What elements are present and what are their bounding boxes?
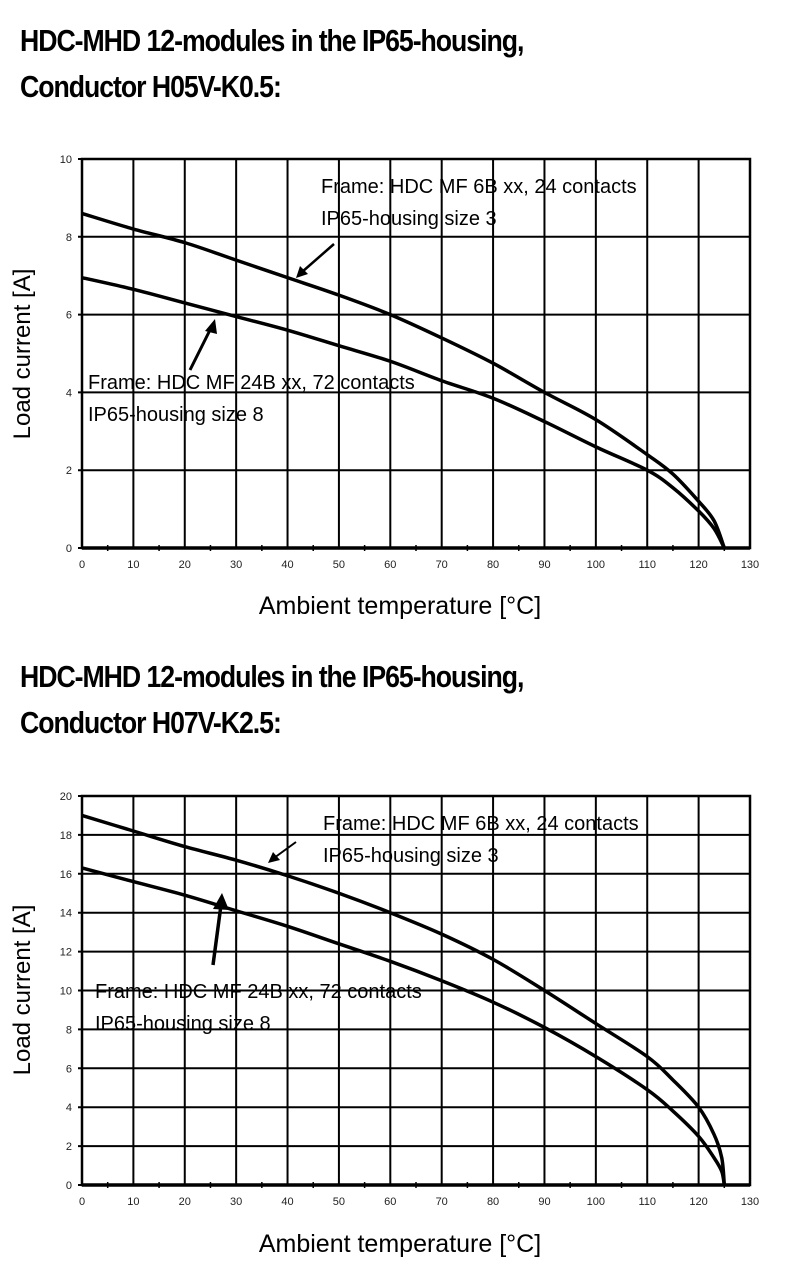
x-tick-label: 40: [281, 1196, 293, 1208]
chart-1-arrow-6b: [296, 243, 335, 278]
chart-2-y-axis-label: Load current [A]: [9, 905, 36, 1076]
chart-1-arrow-24b: [188, 319, 217, 371]
x-tick-label: 110: [638, 1196, 656, 1208]
x-tick-label: 50: [333, 559, 345, 571]
y-tick-label: 2: [66, 1141, 72, 1153]
x-tick-label: 80: [487, 559, 499, 571]
chart-2-arrow-24b: [211, 893, 229, 966]
y-tick-label: 0: [66, 1180, 72, 1192]
y-tick-label: 8: [66, 232, 72, 244]
x-tick-label: 40: [281, 559, 293, 571]
x-tick-label: 70: [436, 559, 448, 571]
chart-2-grid: [78, 794, 752, 1188]
chart-2-arrow-6b: [268, 841, 297, 863]
chart-2-title-line-1: HDC-MHD 12-modules in the IP65-housing,: [20, 659, 524, 694]
y-tick-label: 10: [60, 986, 72, 998]
curve-24b-72-contacts: [81, 275, 726, 549]
x-tick-label: 100: [587, 1196, 605, 1208]
chart-1-title: HDC-MHD 12-modules in the IP65-housing, …: [20, 18, 524, 110]
chart-2-x-axis-label: Ambient temperature [°C]: [259, 1230, 541, 1258]
curve-6b-24-contacts: [81, 211, 726, 549]
x-tick-label: 100: [587, 559, 605, 571]
chart-2-annotation-24b-line-1: Frame: HDC MF 24B xx, 72 contacts: [95, 981, 422, 1003]
chart-1-annotation-6b-line-1: Frame: HDC MF 6B xx, 24 contacts: [321, 176, 637, 198]
x-tick-label: 130: [741, 1196, 759, 1208]
chart-2-tick-labels: 0 10 20 30 40 50 60 70 80 90 100 110 120 130 0 2 4 6 8 10 12…: [60, 791, 759, 1208]
curve-6b-24-contacts: [81, 813, 727, 1186]
x-tick-label: 60: [384, 1196, 396, 1208]
y-tick-label: 0: [66, 543, 72, 555]
x-tick-label: 60: [384, 559, 396, 571]
chart-2-annotation-6b-line-2: IP65-housing size 3: [323, 845, 499, 867]
chart-2-title: HDC-MHD 12-modules in the IP65-housing, …: [20, 654, 524, 746]
y-tick-label: 8: [66, 1024, 72, 1036]
chart-1-annotation-6b-line-2: IP65-housing size 3: [321, 208, 497, 230]
x-tick-label: 10: [127, 559, 139, 571]
y-tick-label: 20: [60, 791, 72, 803]
x-tick-label: 70: [436, 1196, 448, 1208]
chart-1-title-line-2: Conductor H05V-K0.5:: [20, 69, 282, 104]
y-tick-label: 16: [60, 869, 72, 881]
y-tick-label: 10: [60, 154, 72, 166]
chart-2-annotation-6b-line-1: Frame: HDC MF 6B xx, 24 contacts: [323, 813, 639, 835]
chart-1-y-axis-label: Load current [A]: [9, 269, 36, 440]
x-tick-label: 30: [230, 559, 242, 571]
chart-1-x-axis-label: Ambient temperature [°C]: [259, 592, 541, 620]
x-tick-label: 90: [538, 559, 550, 571]
x-tick-label: 0: [79, 559, 85, 571]
x-tick-label: 20: [179, 559, 191, 571]
x-tick-label: 10: [127, 1196, 139, 1208]
chart-1-grid: [78, 157, 752, 551]
x-tick-label: 0: [79, 1196, 85, 1208]
y-tick-label: 4: [66, 1102, 72, 1114]
x-tick-label: 110: [638, 559, 656, 571]
y-tick-label: 14: [60, 908, 72, 920]
chart-2-title-line-2: Conductor H07V-K2.5:: [20, 705, 282, 740]
y-tick-label: 6: [66, 1063, 72, 1075]
x-tick-label: 50: [333, 1196, 345, 1208]
x-tick-label: 120: [689, 1196, 707, 1208]
chart-1-tick-labels: 0 10 20 30 40 50 60 70 80 90 100 110 120 130 0 2 4 6 8 10: [60, 154, 759, 571]
y-tick-label: 12: [60, 947, 72, 959]
chart-1-annotation-24b-line-1: Frame: HDC MF 24B xx, 72 contacts: [88, 372, 415, 394]
x-tick-label: 120: [689, 559, 707, 571]
chart-1-annotation-24b-line-2: IP65-housing size 8: [88, 404, 264, 426]
y-tick-label: 18: [60, 830, 72, 842]
y-tick-label: 6: [66, 310, 72, 322]
chart-1-plot: 0 10 20 30 40 50 60 70 80 90 100 110 120 130 0 2 4 6 8 10 L…: [9, 154, 759, 620]
y-tick-label: 4: [66, 387, 72, 399]
x-tick-label: 80: [487, 1196, 499, 1208]
chart-1-title-line-1: HDC-MHD 12-modules in the IP65-housing,: [20, 23, 524, 58]
y-tick-label: 2: [66, 465, 72, 477]
x-tick-label: 90: [538, 1196, 550, 1208]
x-tick-label: 130: [741, 559, 759, 571]
chart-1-curves: [81, 211, 726, 549]
x-tick-label: 20: [179, 1196, 191, 1208]
x-tick-label: 30: [230, 1196, 242, 1208]
chart-2-annotation-24b-line-2: IP65-housing size 8: [95, 1013, 271, 1035]
chart-2-plot: 0 10 20 30 40 50 60 70 80 90 100 110 120 130 0 2 4 6 8 10 12…: [9, 791, 759, 1258]
